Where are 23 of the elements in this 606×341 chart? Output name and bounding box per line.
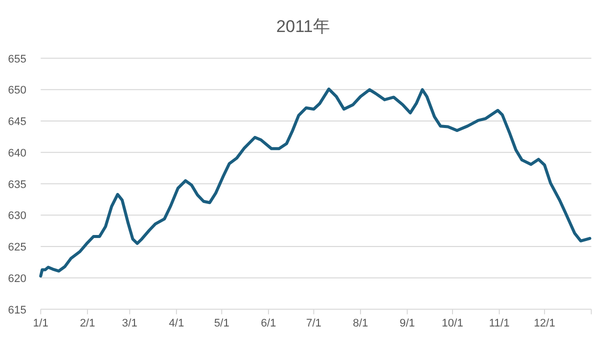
y-tick-label: 615: [8, 304, 26, 316]
x-tick-label: 2/1: [80, 317, 96, 330]
x-tick-label: 11/1: [488, 317, 510, 330]
line-series: [39, 88, 592, 278]
x-tick-label: 5/1: [214, 317, 230, 330]
y-tick-label: 650: [8, 84, 26, 97]
x-tick-label: 8/1: [352, 317, 368, 330]
x-tick-label: 9/1: [400, 317, 415, 330]
x-tick-label: 3/1: [122, 317, 138, 330]
x-tick-label: 10/1: [442, 317, 464, 330]
x-tick-label: 1/1: [33, 317, 48, 330]
y-tick-label: 640: [8, 147, 26, 160]
y-tick-label: 645: [8, 116, 26, 128]
y-tick-label: 635: [8, 178, 26, 191]
y-tick-label: 655: [8, 53, 26, 66]
x-tick-label: 6/1: [260, 317, 276, 330]
x-tick-label: 7/1: [306, 317, 322, 330]
y-tick-label: 625: [8, 242, 26, 254]
x-tick-label: 12/1: [534, 317, 556, 330]
x-tick-label: 4/1: [168, 317, 184, 330]
y-tick-label: 620: [8, 272, 26, 285]
chart-title: 2011年: [276, 17, 330, 36]
y-tick-label: 630: [8, 210, 26, 222]
